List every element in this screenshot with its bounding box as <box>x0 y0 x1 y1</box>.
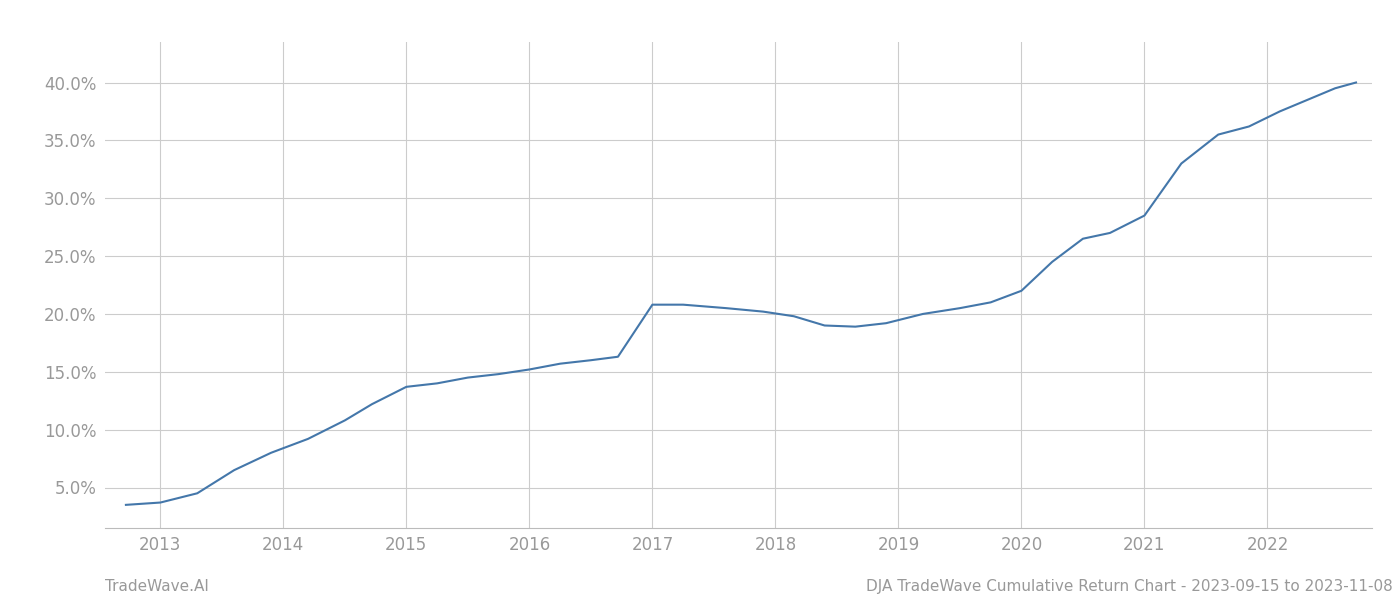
Text: DJA TradeWave Cumulative Return Chart - 2023-09-15 to 2023-11-08: DJA TradeWave Cumulative Return Chart - … <box>867 579 1393 594</box>
Text: TradeWave.AI: TradeWave.AI <box>105 579 209 594</box>
